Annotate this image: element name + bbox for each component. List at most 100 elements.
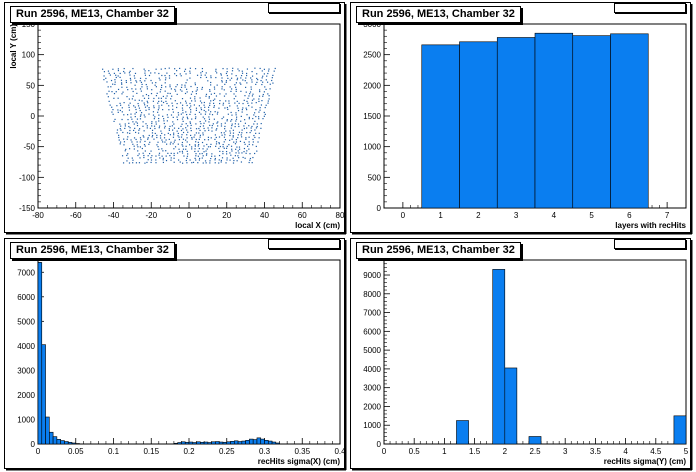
scatter-point bbox=[154, 72, 156, 74]
scatter-point bbox=[249, 157, 252, 160]
scatter-point bbox=[139, 109, 141, 112]
scatter-point bbox=[246, 109, 248, 111]
scatter-point bbox=[170, 152, 172, 154]
scatter-point bbox=[230, 111, 232, 114]
scatter-point bbox=[229, 130, 231, 132]
scatter-point bbox=[144, 74, 147, 76]
scatter-point bbox=[256, 125, 258, 128]
scatter-point bbox=[185, 145, 187, 147]
scatter-point bbox=[235, 95, 237, 97]
scatter-point bbox=[251, 99, 254, 101]
scatter-point bbox=[166, 143, 168, 145]
scatter-point bbox=[265, 79, 267, 81]
x-tick-label: 3 bbox=[514, 211, 519, 220]
scatter-point bbox=[234, 155, 236, 157]
x-tick-label: 1 bbox=[438, 211, 443, 220]
y-tick-label: 3000 bbox=[363, 384, 381, 393]
scatter-point bbox=[235, 75, 237, 77]
scatter-point bbox=[207, 127, 209, 129]
y-tick-label: 4000 bbox=[17, 342, 35, 351]
histogram-bar bbox=[64, 441, 69, 445]
scatter-point bbox=[174, 139, 176, 141]
scatter-point bbox=[103, 71, 106, 73]
scatter-point bbox=[248, 143, 250, 146]
scatter-point bbox=[137, 105, 140, 107]
scatter-point bbox=[114, 79, 116, 81]
scatter-point bbox=[148, 70, 150, 72]
scatter-point bbox=[240, 115, 242, 118]
scatter-point bbox=[159, 91, 161, 93]
y-tick-label: 2000 bbox=[363, 81, 381, 90]
scatter-point bbox=[176, 93, 178, 95]
scatter-point bbox=[144, 140, 146, 143]
scatter-point bbox=[193, 136, 195, 138]
scatter-point bbox=[137, 102, 139, 105]
scatter-point bbox=[143, 130, 145, 132]
scatter-point bbox=[211, 153, 213, 155]
scatter-point bbox=[195, 123, 197, 125]
histogram-bar bbox=[173, 442, 178, 445]
scatter-point bbox=[154, 116, 156, 118]
scatter-point bbox=[218, 143, 220, 145]
scatter-point bbox=[230, 154, 232, 156]
scatter-point bbox=[153, 105, 155, 107]
scatter-point bbox=[257, 141, 259, 143]
scatter-point bbox=[194, 96, 196, 98]
scatter-point bbox=[159, 135, 162, 137]
x-tick-label: 2 bbox=[503, 447, 508, 456]
scatter-point bbox=[189, 102, 191, 105]
scatter-point bbox=[214, 134, 216, 136]
scatter-point bbox=[155, 159, 157, 161]
y-tick-label: 6000 bbox=[17, 293, 35, 302]
scatter-point bbox=[232, 157, 234, 159]
scatter-point bbox=[148, 152, 151, 155]
x-tick-label: 0 bbox=[36, 447, 41, 456]
scatter-point bbox=[256, 123, 258, 125]
scatter-point bbox=[195, 107, 198, 109]
scatter-point bbox=[143, 97, 146, 99]
scatter-point bbox=[174, 146, 177, 148]
scatter-point bbox=[178, 138, 181, 141]
scatter-point bbox=[226, 71, 228, 73]
scatter-point bbox=[234, 123, 236, 125]
scatter-point bbox=[241, 72, 244, 74]
y-tick-label: 8000 bbox=[363, 290, 381, 299]
x-tick-label: 80 bbox=[336, 211, 345, 220]
scatter-point bbox=[189, 144, 191, 146]
scatter-point bbox=[252, 141, 254, 143]
scatter-point bbox=[210, 137, 212, 139]
scatter-point bbox=[222, 143, 224, 146]
scatter-point bbox=[155, 155, 157, 157]
x-tick-label: 4 bbox=[552, 211, 557, 220]
scatter-point bbox=[214, 111, 216, 113]
scatter-point bbox=[167, 92, 169, 94]
scatter-point bbox=[245, 152, 247, 154]
scatter-point bbox=[117, 111, 119, 113]
scatter-point bbox=[182, 131, 185, 134]
scatter-point bbox=[228, 100, 230, 102]
scatter-point bbox=[200, 72, 202, 74]
scatter-point bbox=[139, 128, 141, 130]
scatter-point bbox=[198, 159, 200, 161]
scatter-point bbox=[268, 95, 270, 97]
scatter-point bbox=[262, 118, 264, 120]
scatter-point bbox=[119, 72, 121, 75]
scatter-point bbox=[216, 122, 218, 124]
scatter-point bbox=[235, 152, 237, 154]
scatter-point bbox=[119, 123, 121, 125]
scatter-point bbox=[211, 114, 214, 116]
scatter-point bbox=[147, 159, 149, 161]
scatter-point bbox=[210, 93, 212, 95]
scatter-point bbox=[151, 89, 153, 91]
scatter-point bbox=[213, 118, 215, 120]
scatter-point bbox=[134, 115, 136, 118]
scatter-point bbox=[261, 83, 263, 86]
y-tick-label: 0 bbox=[31, 112, 36, 121]
scatter-point bbox=[131, 118, 133, 120]
scatter-point bbox=[213, 106, 215, 108]
scatter-point bbox=[162, 101, 165, 104]
scatter-point bbox=[103, 75, 105, 77]
scatter-point bbox=[224, 139, 227, 141]
scatter-point bbox=[199, 157, 201, 160]
scatter-point bbox=[202, 148, 204, 150]
